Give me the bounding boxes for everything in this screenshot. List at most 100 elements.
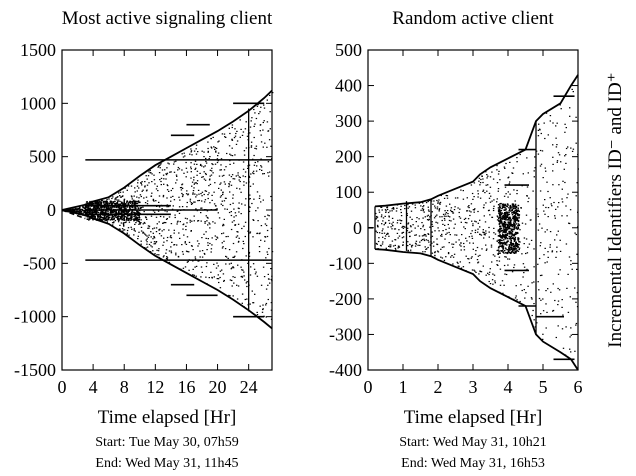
data-point [249,198,251,200]
data-point [504,218,506,221]
data-point [153,241,156,243]
data-point [542,333,544,335]
data-point [244,235,246,238]
data-point [210,248,213,250]
data-point [426,219,429,221]
data-point [398,246,401,248]
data-point [256,314,259,316]
data-point [496,165,498,167]
data-point [508,235,511,238]
data-point [215,238,217,241]
data-point [574,232,576,234]
data-point [138,218,140,221]
data-point [250,173,252,175]
data-point [517,220,520,222]
data-point [127,211,129,214]
data-point [112,222,115,224]
data-point [558,202,560,204]
data-point [194,193,196,195]
data-point [513,240,516,242]
data-point [419,241,421,243]
data-point [424,216,426,218]
data-point [107,207,110,210]
data-point [436,208,438,210]
data-point [76,208,79,210]
data-point [155,241,157,243]
data-point [494,233,497,235]
data-point [443,259,446,261]
data-point [168,250,171,252]
data-point [570,263,572,266]
data-point [431,211,433,213]
data-point [190,151,192,153]
data-point [517,227,520,230]
data-point [190,230,192,232]
data-point [434,251,436,253]
data-point [533,176,535,178]
data-point [492,209,495,212]
data-point [538,223,541,225]
data-point [267,273,269,275]
data-point [107,216,109,218]
data-point [490,246,493,248]
data-point [99,217,102,219]
data-point [247,165,249,167]
data-point [183,234,185,236]
data-point [98,219,101,221]
data-point [165,173,167,175]
data-point [214,147,217,149]
data-point [220,164,222,166]
data-point [491,216,493,218]
data-point [217,155,219,157]
y-tick-label: -300 [329,324,362,344]
data-point [135,222,137,224]
data-point [99,212,102,214]
data-point [422,217,424,219]
data-point [130,216,132,218]
data-point [407,204,409,206]
data-point [418,202,421,204]
data-point [508,223,510,225]
data-point [90,212,92,214]
data-point [225,236,227,238]
data-point [378,211,381,213]
data-point [513,189,515,191]
data-point [119,217,122,219]
data-point [216,237,219,239]
data-point [79,208,81,210]
data-point [404,204,406,207]
data-point [129,200,131,203]
data-point [420,209,422,211]
data-point [123,224,125,226]
data-point [498,213,501,215]
data-point [129,202,132,204]
data-point [94,215,96,217]
data-point [101,205,104,208]
data-point [509,233,511,235]
data-point [120,216,123,218]
data-point [99,207,102,209]
data-point [154,183,156,185]
data-point [159,228,161,230]
data-point [223,218,225,220]
data-point [96,207,98,209]
data-point [502,227,505,229]
chart-random-active-client: Random active client -400-300-200-100010… [329,8,626,471]
data-point [182,224,184,226]
data-point [460,221,462,223]
data-point [207,244,209,246]
data-point [255,148,258,150]
data-point [181,183,184,185]
data-point [556,246,558,248]
data-point [500,227,503,230]
data-point [483,233,485,236]
data-point [220,182,222,184]
data-point [236,140,239,142]
data-point [252,170,255,172]
data-point [384,222,387,224]
y-axis-label: Incremental Identifiers ID⁻ and ID⁺ [605,72,626,347]
data-point [423,233,426,236]
data-point [556,251,558,253]
data-point [538,123,540,125]
data-point [469,242,471,244]
